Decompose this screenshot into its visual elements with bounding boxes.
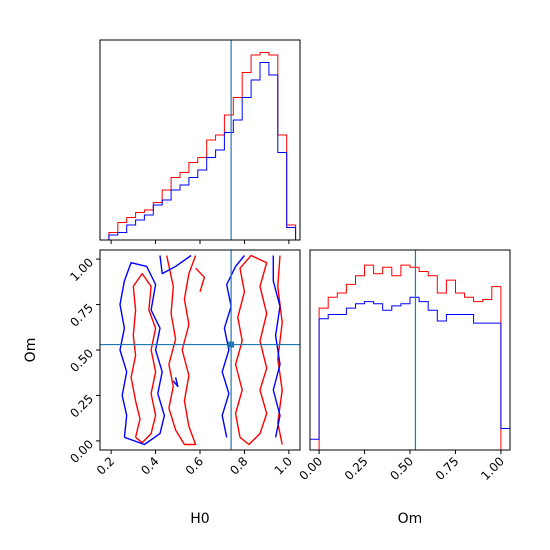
- contour-s0-3: [277, 255, 283, 445]
- joint-panel-frame: [99, 249, 301, 451]
- joint-ytick-label-4: 1.00: [67, 255, 96, 284]
- contour-s1-1: [159, 254, 192, 275]
- joint-xtick-label-2: 0.6: [183, 454, 206, 477]
- y-axis-label-om: Om: [23, 338, 39, 363]
- h0-marginal-panel: [99, 39, 301, 244]
- contour-s1-3: [272, 255, 281, 438]
- contour-s1-4: [172, 377, 179, 388]
- om-hist-series-1: [309, 296, 511, 450]
- om-xtick-label-2: 0.50: [387, 454, 416, 483]
- h0-hist-series-0: [100, 52, 297, 241]
- joint-xtick-label-1: 0.4: [138, 454, 161, 477]
- contour-s0-0: [130, 272, 157, 444]
- joint-ytick-label-1: 0.25: [67, 392, 96, 421]
- om-xtick-label-0: 0.00: [296, 454, 325, 483]
- om-xtick-label-1: 0.25: [342, 454, 371, 483]
- h0-panel-frame: [99, 39, 301, 241]
- joint-xtick-label-3: 0.8: [227, 454, 250, 477]
- om-marginal-panel: 0.00 0.25 0.50 0.75 1.00: [296, 249, 511, 483]
- x-axis-label-om: Om: [398, 511, 423, 527]
- joint-ytick-label-3: 0.75: [67, 301, 96, 330]
- joint-truth-marker: [228, 341, 235, 348]
- contour-s0-2: [234, 254, 268, 446]
- joint-xtick-label-4: 1.0: [272, 454, 295, 477]
- joint-ytick-label-0: 0.00: [67, 437, 96, 466]
- contour-s0-1: [166, 255, 197, 446]
- joint-contours: [119, 254, 283, 446]
- joint-xtick-label-0: 0.2: [94, 454, 117, 477]
- om-panel-frame: [309, 249, 511, 451]
- joint-contour-panel: 0.2 0.4 0.6 0.8 1.0 0.00 0.25 0.50 0.75 1.00: [67, 249, 301, 478]
- h0-hist-series-1: [100, 62, 297, 241]
- contour-s0-4: [195, 267, 206, 293]
- x-axis-label-h0: H0: [190, 511, 209, 527]
- om-xtick-label-3: 0.75: [433, 454, 462, 483]
- joint-ytick-label-2: 0.50: [67, 346, 96, 375]
- contour-s1-0: [119, 262, 166, 446]
- om-hist-series-0: [310, 264, 510, 451]
- om-xtick-label-4: 1.00: [478, 454, 507, 483]
